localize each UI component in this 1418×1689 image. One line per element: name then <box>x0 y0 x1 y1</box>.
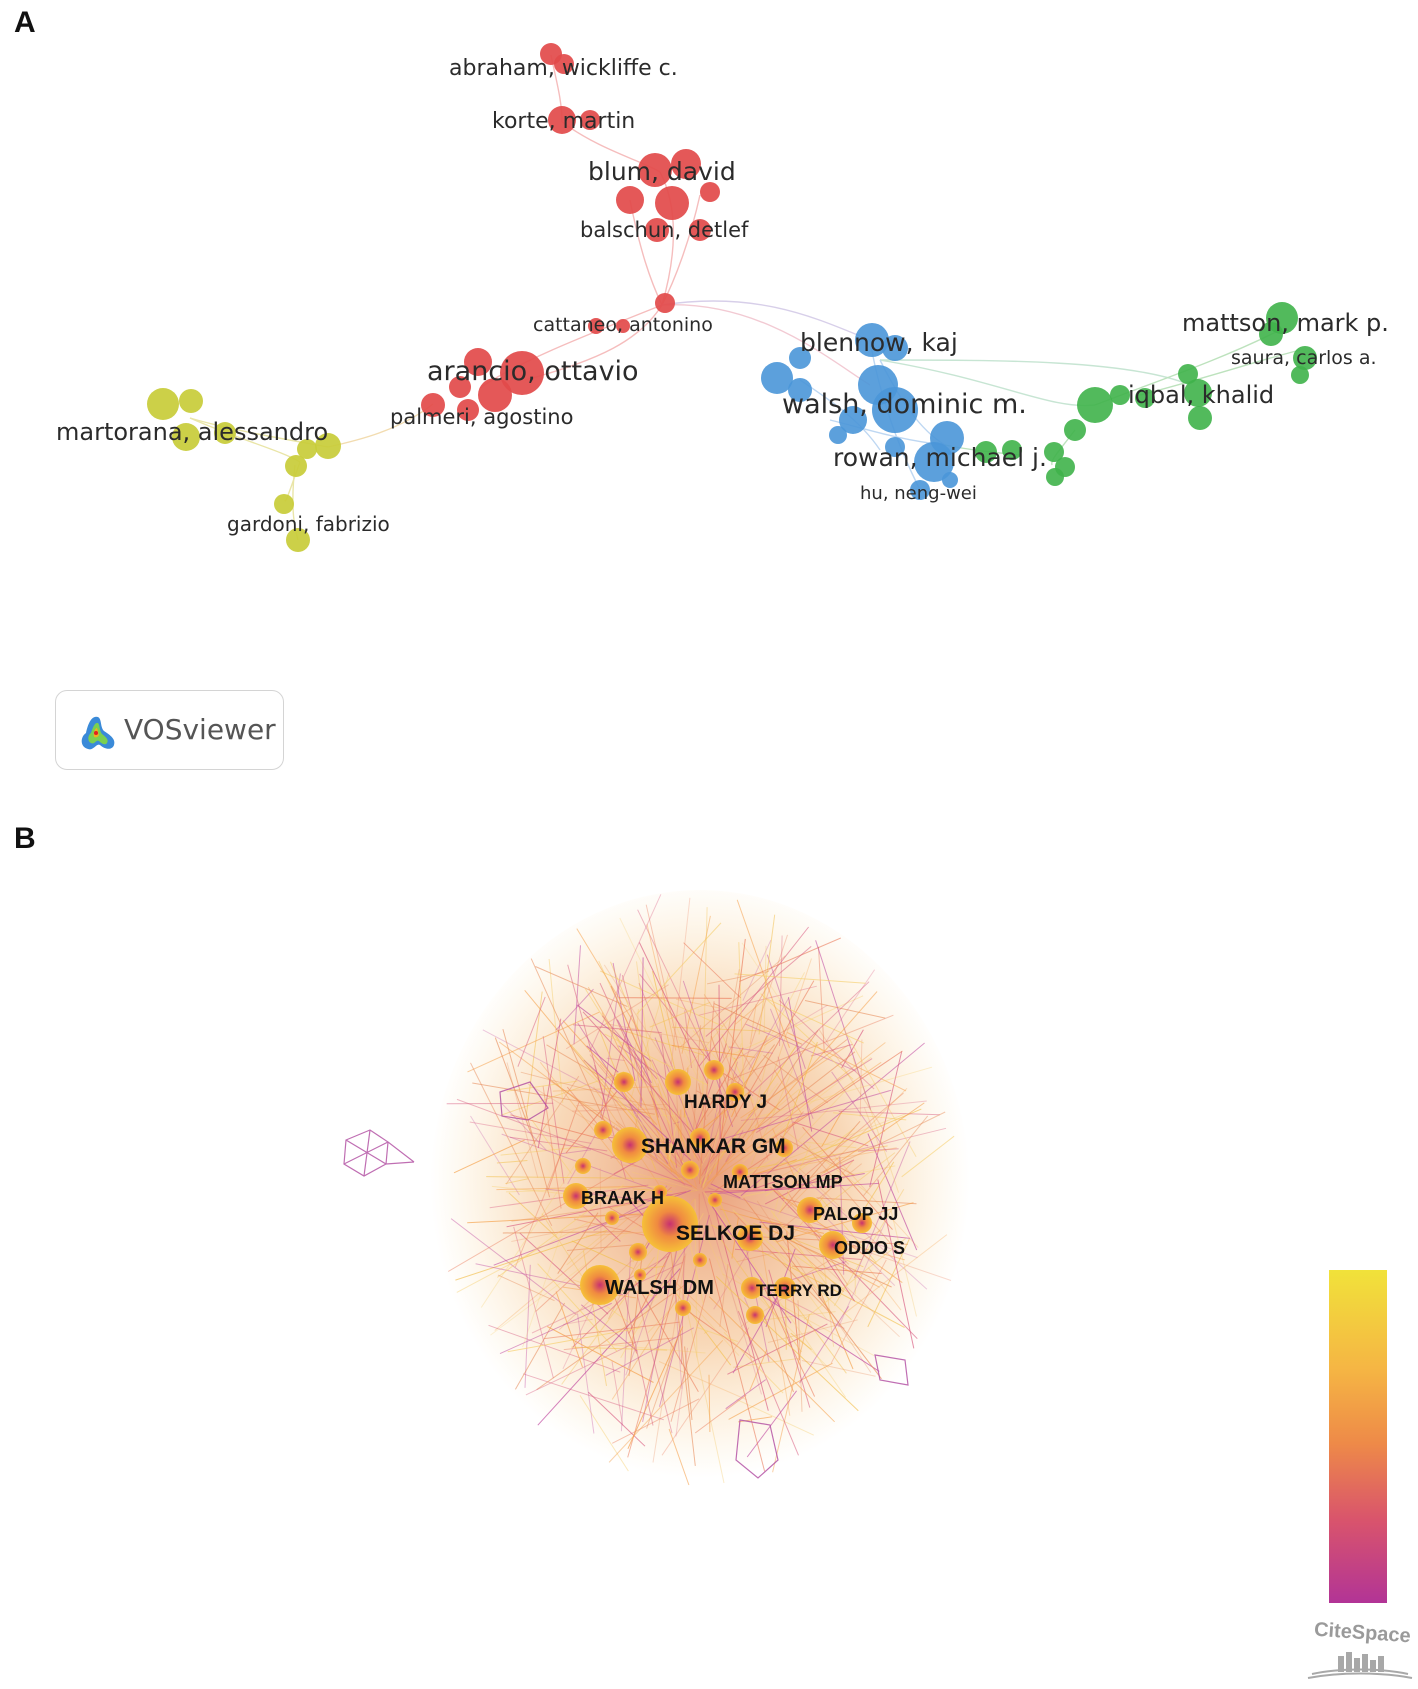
node[interactable] <box>147 388 179 420</box>
label-saura: saura, carlos a. <box>1231 347 1377 369</box>
edge-cloud <box>430 890 970 1490</box>
label-korte: korte, martin <box>492 109 635 134</box>
node[interactable] <box>1188 406 1212 430</box>
node[interactable] <box>693 1253 707 1267</box>
node[interactable] <box>746 1306 764 1324</box>
label-gardoni: gardoni, fabrizio <box>227 512 390 536</box>
label-blennow: blennow, kaj <box>800 328 958 357</box>
network-edges <box>190 55 1300 540</box>
label-oddo: ODDO S <box>834 1238 905 1258</box>
node[interactable] <box>1046 468 1064 486</box>
node[interactable] <box>616 186 644 214</box>
node[interactable] <box>605 1211 619 1225</box>
node[interactable] <box>1064 419 1086 441</box>
label-balschun: balschun, detlef <box>580 218 749 242</box>
label-abraham: abraham, wickliffe c. <box>449 56 678 81</box>
label-selkoe: SELKOE DJ <box>676 1222 795 1245</box>
node[interactable] <box>1110 385 1130 405</box>
label-cattaneo: cattaneo, antonino <box>533 314 713 336</box>
label-martorana: martorana, alessandro <box>56 418 328 446</box>
node[interactable] <box>629 1243 647 1261</box>
label-rowan: rowan, michael j. <box>833 443 1047 472</box>
node[interactable] <box>655 293 675 313</box>
node[interactable] <box>179 389 203 413</box>
label-palop: PALOP JJ <box>813 1204 898 1224</box>
vosviewer-badge: VOSviewer <box>55 690 284 770</box>
node[interactable] <box>829 426 847 444</box>
node[interactable] <box>575 1158 591 1174</box>
node[interactable] <box>285 455 307 477</box>
label-shankar: SHANKAR GM <box>641 1135 786 1158</box>
satellite-edge <box>386 1162 414 1164</box>
coauthor-network-panel: abraham, wickliffe c. korte, martin blum… <box>0 0 1418 800</box>
cocitation-network-graph: HARDY J SHANKAR GM MATTSON MP BRAAK H PA… <box>0 820 1418 1684</box>
edge <box>619 998 732 999</box>
label-blum: blum, david <box>588 157 736 186</box>
time-colorbar <box>1329 1270 1387 1603</box>
label-palmeri: palmeri, agostino <box>390 405 573 429</box>
vosviewer-logo-icon <box>74 709 118 753</box>
node[interactable] <box>274 494 294 514</box>
coauthor-network-graph: abraham, wickliffe c. korte, martin blum… <box>0 0 1418 800</box>
vosviewer-name: VOSviewer <box>124 713 276 746</box>
label-hardy: HARDY J <box>684 1092 767 1113</box>
node[interactable] <box>675 1300 691 1316</box>
node[interactable] <box>704 1060 724 1080</box>
citespace-skyline-icon <box>1300 1644 1418 1684</box>
network-labels: abraham, wickliffe c. korte, martin blum… <box>56 56 1389 536</box>
node[interactable] <box>708 1193 722 1207</box>
cocitation-network-panel: HARDY J SHANKAR GM MATTSON MP BRAAK H PA… <box>0 820 1418 1684</box>
label-braak: BRAAK H <box>581 1188 664 1208</box>
label-walsh: walsh, dominic m. <box>782 389 1027 420</box>
node[interactable] <box>655 186 689 220</box>
edge <box>630 200 662 305</box>
label-hu: hu, neng-wei <box>860 483 977 504</box>
node[interactable] <box>1077 387 1113 423</box>
label-mattson: mattson, mark p. <box>1182 309 1389 337</box>
label-walsh-dm: WALSH DM <box>605 1277 714 1299</box>
label-iqbal: iqbal, khalid <box>1128 381 1274 409</box>
citespace-logo: CiteSpace <box>1300 1622 1418 1682</box>
label-mattson-mp: MATTSON MP <box>723 1172 843 1192</box>
node[interactable] <box>681 1161 699 1179</box>
satellite-edge <box>388 1142 414 1162</box>
label-terry: TERRY RD <box>756 1281 842 1300</box>
label-arancio: arancio, ottavio <box>427 356 639 387</box>
edge <box>447 1103 554 1104</box>
node[interactable] <box>594 1121 612 1139</box>
node[interactable] <box>614 1072 634 1092</box>
